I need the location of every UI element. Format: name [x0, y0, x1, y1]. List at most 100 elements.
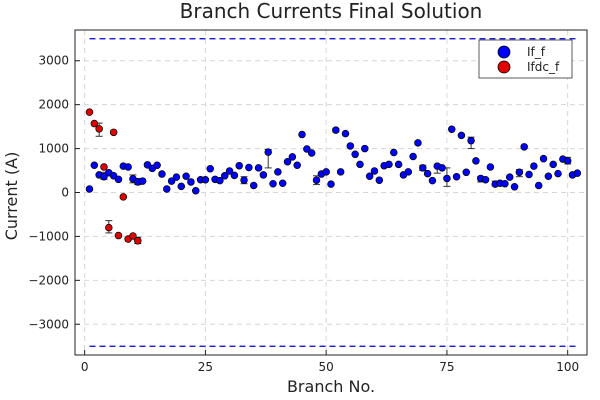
point-ifdc-f [85, 108, 94, 116]
point-if-f [240, 176, 248, 184]
data-points [85, 108, 582, 245]
point-if-f [539, 154, 548, 163]
point-if-f [510, 183, 519, 191]
point-if-f [356, 160, 364, 169]
point-if-f [501, 179, 509, 188]
point-if-f [448, 125, 456, 134]
point-if-f [341, 129, 350, 138]
point-if-f [336, 168, 345, 176]
point-if-f [361, 144, 369, 153]
point-if-f [206, 165, 214, 173]
point-if-f [404, 168, 413, 176]
x-tick-label: 75 [439, 360, 454, 374]
point-if-f [254, 164, 263, 172]
point-if-f [201, 176, 210, 184]
legend-label-ifdc-f: Ifdc_f [527, 60, 560, 74]
limit-lines [89, 38, 578, 347]
legend-marker-ifdc-f [497, 60, 511, 74]
y-tick-label: −2000 [28, 273, 69, 287]
point-if-f [220, 172, 229, 180]
point-if-f [554, 169, 562, 178]
point-if-f [525, 170, 533, 179]
point-if-f [520, 143, 528, 151]
y-axis-label: Current (A) [2, 152, 21, 241]
point-if-f [457, 131, 466, 140]
y-tick-label: 0 [61, 186, 69, 200]
point-if-f [544, 172, 553, 181]
point-if-f [467, 136, 475, 145]
legend-box [478, 39, 573, 79]
point-ifdc-f [90, 119, 99, 128]
y-tick-label: 3000 [38, 54, 69, 68]
x-tick-label: 50 [319, 360, 334, 374]
point-if-f [534, 181, 543, 190]
point-if-f [365, 172, 374, 181]
point-ifdc-f [129, 232, 137, 240]
point-if-f [414, 139, 422, 147]
point-if-f [472, 157, 480, 165]
point-if-f [138, 177, 147, 185]
point-if-f [269, 179, 277, 188]
point-if-f [172, 173, 181, 181]
y-tick-label: 2000 [38, 98, 69, 112]
point-if-f [322, 168, 330, 176]
point-if-f [90, 161, 99, 170]
point-if-f [443, 174, 451, 183]
point-if-f [452, 172, 461, 181]
point-if-f [264, 148, 272, 156]
legend-label-if-f: If_f [527, 45, 546, 59]
point-if-f [283, 158, 292, 166]
point-if-f [419, 164, 427, 172]
point-if-f [278, 179, 287, 188]
point-if-f [100, 172, 108, 181]
grid [75, 30, 587, 355]
point-if-f [216, 176, 224, 185]
point-if-f [163, 185, 171, 193]
point-ifdc-f [105, 223, 113, 232]
point-if-f [192, 186, 200, 195]
point-if-f [428, 176, 437, 185]
point-if-f [375, 176, 384, 184]
point-if-f [303, 145, 311, 153]
y-tick-label: −3000 [28, 317, 69, 331]
point-if-f [462, 168, 470, 177]
x-axis-label: Branch No. [287, 377, 375, 396]
legend: If_f Ifdc_f [478, 39, 573, 79]
point-if-f [293, 161, 301, 170]
point-if-f [390, 148, 398, 157]
point-ifdc-f [134, 237, 142, 245]
point-if-f [486, 163, 495, 171]
point-if-f [549, 160, 557, 169]
y-tick-label: 1000 [38, 142, 69, 156]
point-if-f [530, 162, 538, 170]
point-if-f [573, 169, 582, 177]
x-tick-label: 100 [556, 360, 579, 374]
chart-title: Branch Currents Final Solution [180, 0, 483, 23]
point-if-f [259, 171, 268, 179]
point-ifdc-f [119, 193, 128, 201]
point-if-f [351, 150, 359, 159]
point-if-f [515, 168, 524, 177]
point-if-f [124, 163, 132, 171]
point-if-f [394, 160, 403, 169]
point-if-f [158, 170, 166, 178]
point-ifdc-f [95, 125, 103, 133]
point-if-f [153, 161, 161, 170]
point-if-f [423, 169, 432, 178]
point-if-f [385, 160, 393, 169]
x-tick-label: 25 [198, 360, 213, 374]
point-if-f [327, 180, 335, 188]
point-ifdc-f [100, 163, 108, 171]
legend-marker-if-f [497, 45, 511, 59]
point-if-f [225, 167, 234, 175]
point-if-f [182, 172, 190, 181]
x-tick-label: 0 [81, 360, 89, 374]
point-ifdc-f [114, 231, 123, 240]
point-if-f [288, 153, 297, 161]
point-if-f [114, 175, 123, 184]
point-if-f [563, 157, 572, 165]
point-if-f [85, 185, 94, 193]
point-if-f [505, 173, 514, 181]
point-if-f [312, 176, 321, 184]
